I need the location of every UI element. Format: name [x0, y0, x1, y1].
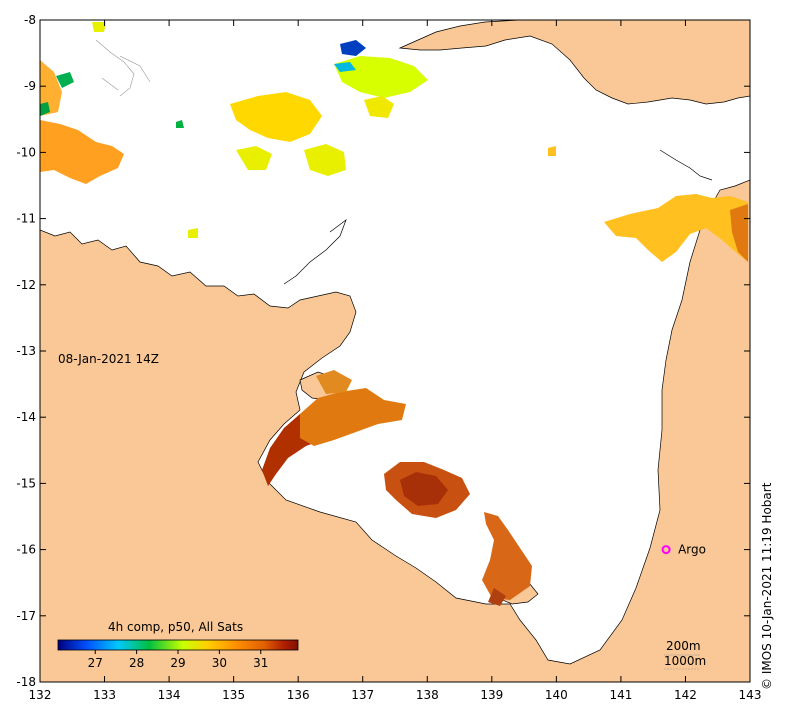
y-tick-label: -15 [16, 476, 36, 490]
y-tick-label: -14 [16, 410, 36, 424]
credit-text: © IMOS 10-Jan-2021 11:19 Hobart [760, 482, 774, 690]
colorbar-tick-label: 27 [88, 656, 103, 670]
date-label: 08-Jan-2021 14Z [58, 352, 159, 366]
sst-data-layer [40, 22, 748, 606]
colorbar-gradient [57, 639, 299, 651]
x-tick-label: 135 [222, 688, 245, 702]
cape-york-coast-detail [659, 149, 713, 181]
colorbar-tick-label: 28 [129, 656, 144, 670]
y-tick-label: -16 [16, 543, 36, 557]
argo-label: Argo [678, 543, 706, 557]
x-tick-label: 141 [609, 688, 632, 702]
y-tick-label: -12 [16, 278, 36, 292]
x-tick-label: 139 [480, 688, 503, 702]
x-tick-label: 142 [674, 688, 697, 702]
y-axis: -8 -9 -10 -11 -12 -13 -14 -15 -16 -17 -18 [16, 13, 750, 689]
x-tick-label: 132 [29, 688, 52, 702]
land-tiwi-coast [283, 219, 347, 285]
colorbar-title: 4h comp, p50, All Sats [108, 620, 243, 634]
river-lines [95, 39, 151, 97]
x-tick-label: 140 [545, 688, 568, 702]
colorbar-tick-label: 29 [170, 656, 185, 670]
depth-label-200m: 200m [666, 639, 701, 653]
colorbar-tick-label: 30 [212, 656, 227, 670]
x-tick-label: 143 [739, 688, 762, 702]
land-arnhem-land [40, 179, 750, 682]
x-tick-label: 138 [416, 688, 439, 702]
y-tick-label: -13 [16, 344, 36, 358]
x-axis: 132 133 134 135 136 137 138 139 140 141 142 143 [29, 20, 762, 702]
y-tick-label: -9 [24, 79, 36, 93]
x-tick-label: 137 [351, 688, 374, 702]
x-tick-label: 134 [158, 688, 181, 702]
depth-legend: 200m 1000m [664, 639, 706, 670]
colorbar: 4h comp, p50, All Sats 27 28 29 30 31 [57, 620, 299, 670]
x-tick-label: 133 [93, 688, 116, 702]
y-tick-label: -10 [16, 145, 36, 159]
y-tick-label: -18 [16, 675, 36, 689]
depth-label-1000m: 1000m [664, 654, 706, 668]
y-tick-label: -17 [16, 609, 36, 623]
x-tick-label: 136 [287, 688, 310, 702]
argo-marker-icon[interactable] [661, 545, 671, 555]
argo-float-marker[interactable]: Argo [661, 543, 706, 557]
y-tick-label: -8 [24, 13, 36, 27]
land-new-guinea [398, 20, 750, 105]
colorbar-tick-label: 31 [253, 656, 268, 670]
y-tick-label: -11 [16, 212, 36, 226]
